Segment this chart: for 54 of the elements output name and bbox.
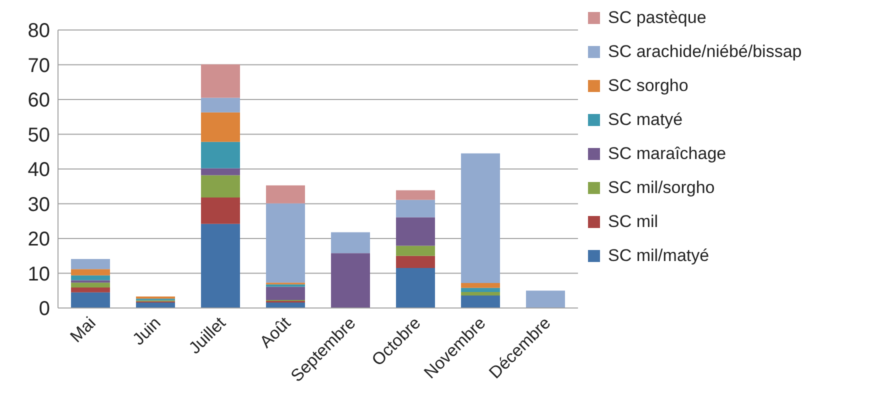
y-tick-label: 60	[28, 90, 50, 112]
bar	[266, 185, 305, 204]
bar	[526, 290, 565, 308]
bar	[71, 259, 110, 270]
bar	[71, 292, 110, 308]
bar	[266, 302, 305, 308]
bar	[266, 203, 305, 283]
x-tick-label: Mai	[66, 313, 100, 346]
bar	[266, 286, 305, 300]
bar	[461, 282, 500, 288]
bar	[71, 269, 110, 276]
legend-label: SC maraîchage	[608, 144, 726, 164]
bar	[71, 275, 110, 280]
y-tick-label: 80	[28, 20, 50, 42]
bar	[201, 224, 240, 308]
bar	[396, 190, 435, 200]
bar	[201, 64, 240, 98]
bar	[461, 288, 500, 292]
bar	[201, 112, 240, 142]
y-tick-label: 50	[28, 124, 50, 146]
y-tick-label: 0	[38, 298, 50, 320]
bar	[331, 253, 370, 308]
legend-label: SC pastèque	[608, 8, 706, 28]
bar	[71, 288, 110, 292]
x-tick-label: Juin	[128, 313, 164, 349]
bar	[396, 256, 435, 268]
bar	[201, 98, 240, 112]
bar	[461, 295, 500, 308]
legend-label: SC arachide/niébé/bissap	[608, 42, 802, 62]
bar	[396, 217, 435, 246]
bar	[266, 284, 305, 287]
legend-label: SC mil/sorgho	[608, 178, 715, 198]
bar	[461, 292, 500, 296]
bar	[461, 153, 500, 283]
legend-label: SC mil/matyé	[608, 246, 710, 266]
bar	[331, 232, 370, 254]
bar	[396, 246, 435, 256]
bar	[201, 197, 240, 224]
bar	[201, 168, 240, 176]
bar	[136, 302, 175, 308]
bar	[71, 282, 110, 288]
legend-label: SC sorgho	[608, 76, 688, 96]
y-tick-label: 10	[28, 263, 50, 286]
y-tick-label: 70	[28, 54, 50, 77]
bar	[201, 175, 240, 198]
y-tick-label: 40	[28, 159, 50, 182]
legend-label: SC mil	[608, 212, 658, 232]
bar	[71, 280, 110, 283]
bar	[396, 200, 435, 218]
bar	[201, 142, 240, 168]
y-tick-label: 20	[28, 228, 50, 251]
y-tick-label: 30	[28, 194, 50, 216]
bar	[396, 268, 435, 308]
legend-label: SC matyé	[608, 110, 683, 130]
